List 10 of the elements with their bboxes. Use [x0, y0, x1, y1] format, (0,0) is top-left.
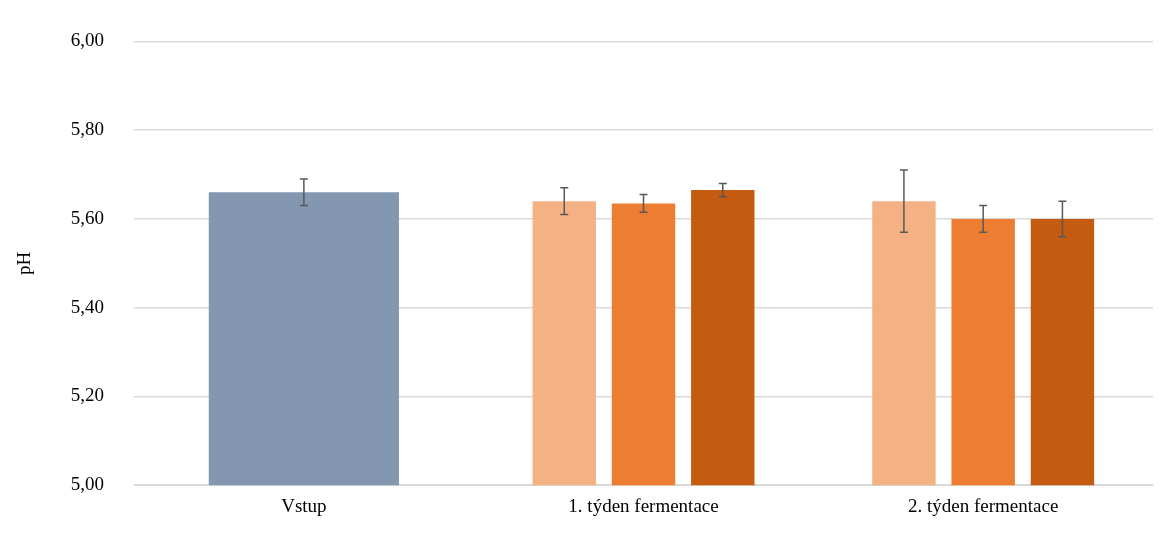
y-axis-title: pH — [13, 251, 35, 275]
x-tick-label: 1. týden fermentace — [568, 494, 719, 516]
y-tick-label: 5,60 — [70, 206, 105, 228]
y-tick-label: 5,20 — [70, 384, 105, 406]
y-tick-label: 5,40 — [70, 295, 105, 317]
y-tick-label: 5,00 — [70, 473, 105, 495]
x-tick-label: 2. týden fermentace — [908, 494, 1059, 516]
x-tick-label: Vstup — [281, 494, 327, 516]
y-tick-label: 6,00 — [70, 29, 105, 51]
y-tick-label: 5,80 — [70, 118, 105, 140]
